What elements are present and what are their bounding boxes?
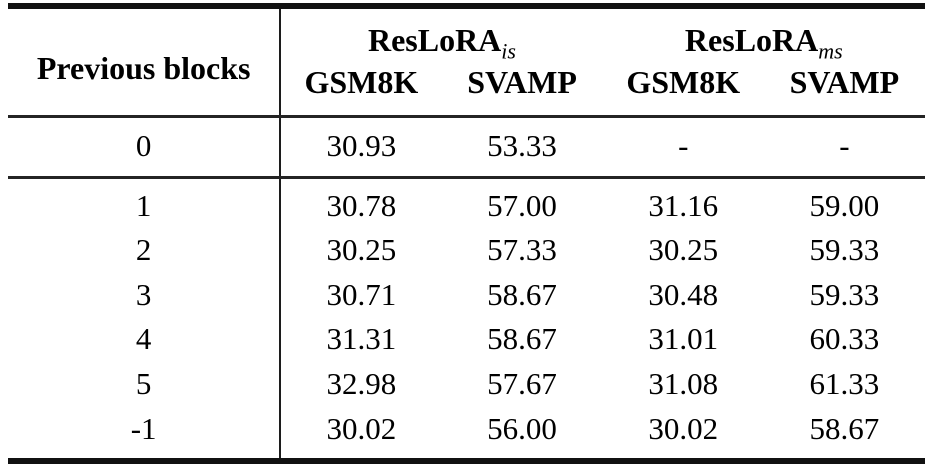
table-cell: 60.33 [809,321,880,357]
table-cell: - [839,128,850,164]
table-cell: 58.67 [809,410,880,446]
group-name-reslora-ms: ResLoRA [684,22,819,58]
table-cell: 30.02 [648,410,719,446]
row-label: 3 [8,272,282,318]
data-row-group: 1 30.78 57.00 31.16 59.00 2 30.25 57.33 … [8,177,925,462]
group-name-reslora-is: ResLoRA [367,22,502,58]
table-cell: 30.48 [648,276,719,312]
row-label: 0 [8,116,282,178]
column-header-gsm8k-is: GSM8K [304,64,419,101]
table-cell: 59.00 [809,187,880,223]
group-subscript-is: is [501,38,516,64]
column-header-previous-blocks: Previous blocks [8,6,282,117]
table-cell: 56.00 [487,410,557,446]
group-header-reslora-is: ResLoRAis [280,6,602,64]
table-cell: 31.16 [648,187,719,223]
results-table: Previous blocks ResLoRAis ResLoRAms GSM8… [8,3,925,464]
row-label: 2 [8,228,282,273]
column-header-svamp-is: SVAMP [467,64,577,101]
table-header: Previous blocks ResLoRAis ResLoRAms GSM8… [8,6,925,117]
table-cell: 31.08 [648,365,719,401]
row-label: -1 [8,406,282,462]
table-cell: 30.78 [326,187,397,223]
column-header-svamp-ms: SVAMP [789,64,900,101]
table-row: 5 32.98 57.67 31.08 61.33 [8,361,925,407]
table-cell: 30.25 [648,232,719,268]
table-cell: 32.98 [326,365,397,401]
table-cell: 59.33 [809,232,880,268]
table-cell: 30.71 [326,276,397,312]
table-row: 4 31.31 58.67 31.01 60.33 [8,317,925,362]
table-cell: 30.25 [326,232,397,268]
table-row: 2 30.25 57.33 30.25 59.33 [8,228,925,273]
table-cell: 57.33 [487,232,557,268]
paper-table-container: Previous blocks ResLoRAis ResLoRAms GSM8… [8,3,925,464]
group-header-reslora-ms: ResLoRAms [603,6,925,64]
row-label: 4 [8,317,282,362]
group-subscript-ms: ms [818,38,843,64]
table-cell: 59.33 [809,276,880,312]
table-row: 3 30.71 58.67 30.48 59.33 [8,272,925,318]
table-cell: 58.67 [487,321,557,357]
table-row: 0 30.93 53.33 - - [8,116,925,178]
table-cell: 57.67 [487,365,557,401]
table-cell: 30.02 [326,410,397,446]
row-label: 5 [8,361,282,407]
baseline-row-group: 0 30.93 53.33 - - [8,116,925,178]
table-cell: 58.67 [487,276,557,312]
table-cell: 53.33 [487,128,557,164]
column-header-gsm8k-ms: GSM8K [626,64,741,101]
table-cell: 57.00 [487,187,557,223]
table-row: 1 30.78 57.00 31.16 59.00 [8,177,925,229]
table-cell: 61.33 [809,365,880,401]
table-cell: - [678,128,689,164]
table-cell: 31.01 [648,321,719,357]
table-cell: 30.93 [326,128,397,164]
table-row: -1 30.02 56.00 30.02 58.67 [8,406,925,462]
row-label: 1 [8,177,282,229]
table-cell: 31.31 [326,321,397,357]
